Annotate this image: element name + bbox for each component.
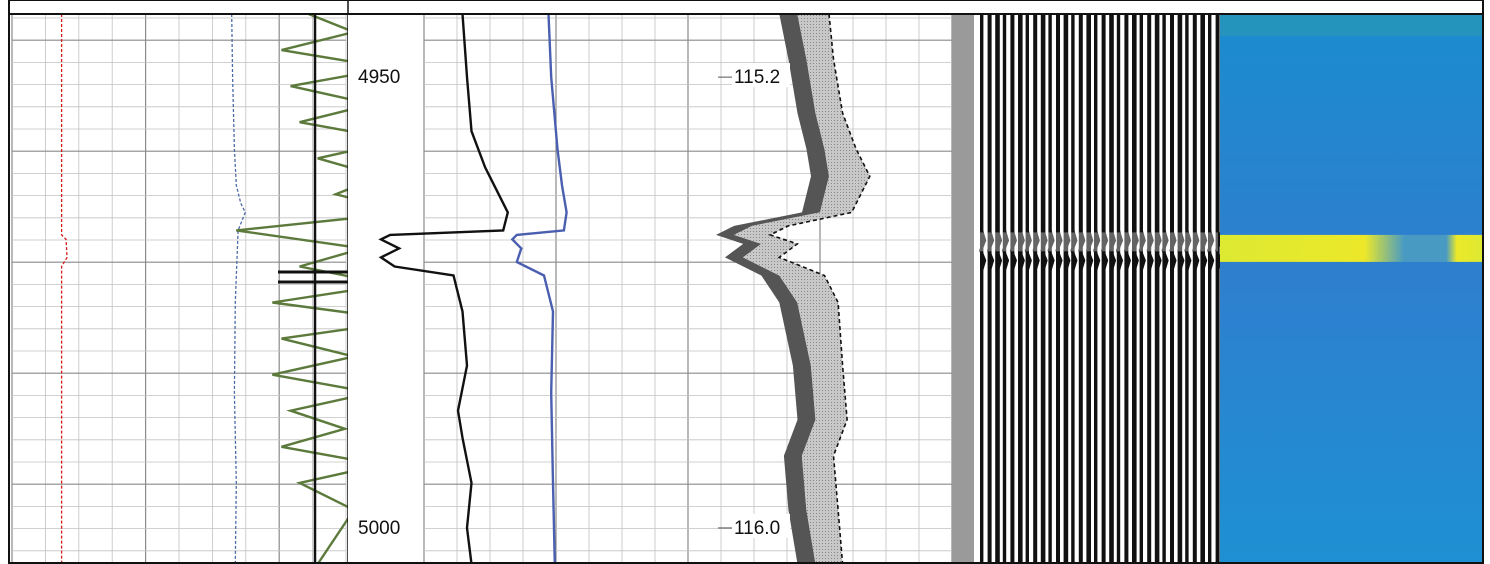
- waveform-wiggle: [986, 229, 995, 271]
- waveform-stripe: [1109, 14, 1114, 564]
- waveform-wiggle: [1108, 229, 1117, 271]
- waveform-wiggle: [1123, 229, 1131, 271]
- waveform-stripe: [1025, 14, 1029, 564]
- waveform-wiggle: [1146, 229, 1154, 271]
- log-curve: [231, 13, 247, 564]
- waveform-stripe: [1177, 14, 1183, 564]
- waveform-wiggle: [1177, 229, 1185, 271]
- depth-label: 5000: [358, 518, 400, 539]
- waveform-stripe: [1101, 14, 1106, 564]
- waveform-wiggle: [1024, 229, 1032, 271]
- outer-frame: [8, 0, 1484, 564]
- track-2-3: 115.2 116.0: [378, 13, 953, 564]
- image-background: [1220, 14, 1483, 564]
- waveform-wiggle: [994, 229, 1003, 271]
- waveform-wiggle: [1161, 229, 1169, 271]
- waveform-stripe: [1200, 14, 1205, 564]
- waveform-stripe: [1192, 14, 1197, 564]
- secondary-labels: 115.2 116.0: [718, 63, 790, 539]
- marker-tick: [278, 270, 348, 284]
- waveform-wiggle: [1207, 229, 1215, 271]
- waveform-track: [952, 14, 1223, 564]
- waveform-stripe: [1215, 14, 1220, 564]
- depth-label: 4950: [358, 67, 400, 88]
- waveform-stripe: [1078, 14, 1083, 564]
- waveform-stripe: [1185, 14, 1189, 564]
- waveform-stripe: [1162, 14, 1166, 564]
- waveform-stripes: [976, 14, 1223, 564]
- waveform-wiggle: [1100, 229, 1109, 271]
- log-curve: [510, 13, 568, 564]
- waveform-wiggle: [1001, 229, 1010, 271]
- filled-area-light: [734, 14, 870, 564]
- log-curve: [60, 14, 68, 564]
- log-curve: [236, 12, 409, 564]
- waveform-wiggle: [1086, 229, 1094, 271]
- waveform-wiggle: [1131, 229, 1139, 271]
- waveform-stripe: [995, 14, 1000, 564]
- waveform-wiggle: [1192, 229, 1200, 271]
- track-2-curves: [378, 13, 568, 564]
- waveform-wiggle: [1169, 229, 1177, 271]
- waveform-stripe: [1094, 14, 1098, 564]
- filled-area-dark: [716, 14, 829, 564]
- log-curve: [768, 13, 871, 564]
- waveform-wiggle: [1138, 229, 1146, 271]
- image-bright-band: [1220, 234, 1483, 262]
- waveform-stripe: [1018, 14, 1023, 564]
- track-1: [10, 0, 409, 564]
- waveform-wiggle: [1070, 229, 1078, 271]
- waveform-wiggle: [1047, 229, 1055, 271]
- secondary-label: 115.2: [734, 67, 780, 88]
- waveform-wiggle: [1009, 229, 1017, 271]
- waveform-stripe: [1154, 14, 1160, 564]
- waveform-wiggle: [1214, 229, 1223, 271]
- waveform-wiggle: [1200, 229, 1208, 271]
- waveform-stripe: [1147, 14, 1152, 564]
- waveform-wiggle: [1055, 229, 1063, 271]
- waveform-wiggle: [1184, 229, 1192, 271]
- waveform-wiggle: [1032, 229, 1040, 271]
- secondary-label: 116.0: [734, 518, 780, 539]
- image-top-tint: [1220, 14, 1483, 36]
- waveform-stripe: [1056, 14, 1060, 564]
- waveform-wiggle: [1040, 229, 1048, 271]
- waveform-band: [976, 232, 1218, 252]
- waveform-stripe: [1063, 14, 1069, 564]
- waveform-stripe: [1170, 14, 1174, 564]
- waveform-stripe: [1139, 14, 1143, 564]
- waveform-stripe: [1086, 14, 1091, 564]
- waveform-wiggle: [1017, 229, 1025, 271]
- image-track: [1220, 14, 1483, 564]
- depth-label-bg: [352, 513, 414, 538]
- waveform-stripe: [1208, 14, 1212, 564]
- waveform-wiggle: [1154, 229, 1162, 271]
- waveform-stripe: [1132, 14, 1137, 564]
- waveform-stripe: [1010, 14, 1015, 564]
- depth-label-bg: [352, 63, 414, 88]
- log-curve: [378, 13, 510, 564]
- waveform-stripe: [980, 14, 984, 564]
- waveform-stripe: [987, 14, 992, 564]
- track-1-curves: [60, 12, 409, 564]
- waveform-stripe: [1002, 14, 1007, 564]
- waveform-stripe: [1124, 14, 1129, 564]
- waveform-wiggle: [979, 229, 987, 271]
- waveform-stripe: [1033, 14, 1038, 564]
- waveform-wiggle: [1078, 229, 1086, 271]
- waveform-stripe: [1040, 14, 1046, 564]
- track-2-3-grid: [423, 14, 953, 564]
- waveform-stripe: [1071, 14, 1075, 564]
- waveform-wiggle: [1063, 229, 1071, 271]
- waveform-edge: [952, 14, 974, 564]
- depth-labels: 4950 5000: [352, 63, 414, 539]
- waveform-wiggle: [1115, 229, 1124, 271]
- waveform-wiggle: [1093, 229, 1101, 271]
- waveform-stripe: [1048, 14, 1052, 564]
- waveform-stripe: [1116, 14, 1121, 564]
- track-3-curves: [716, 13, 871, 564]
- depth-column: 4950 5000: [348, 14, 425, 564]
